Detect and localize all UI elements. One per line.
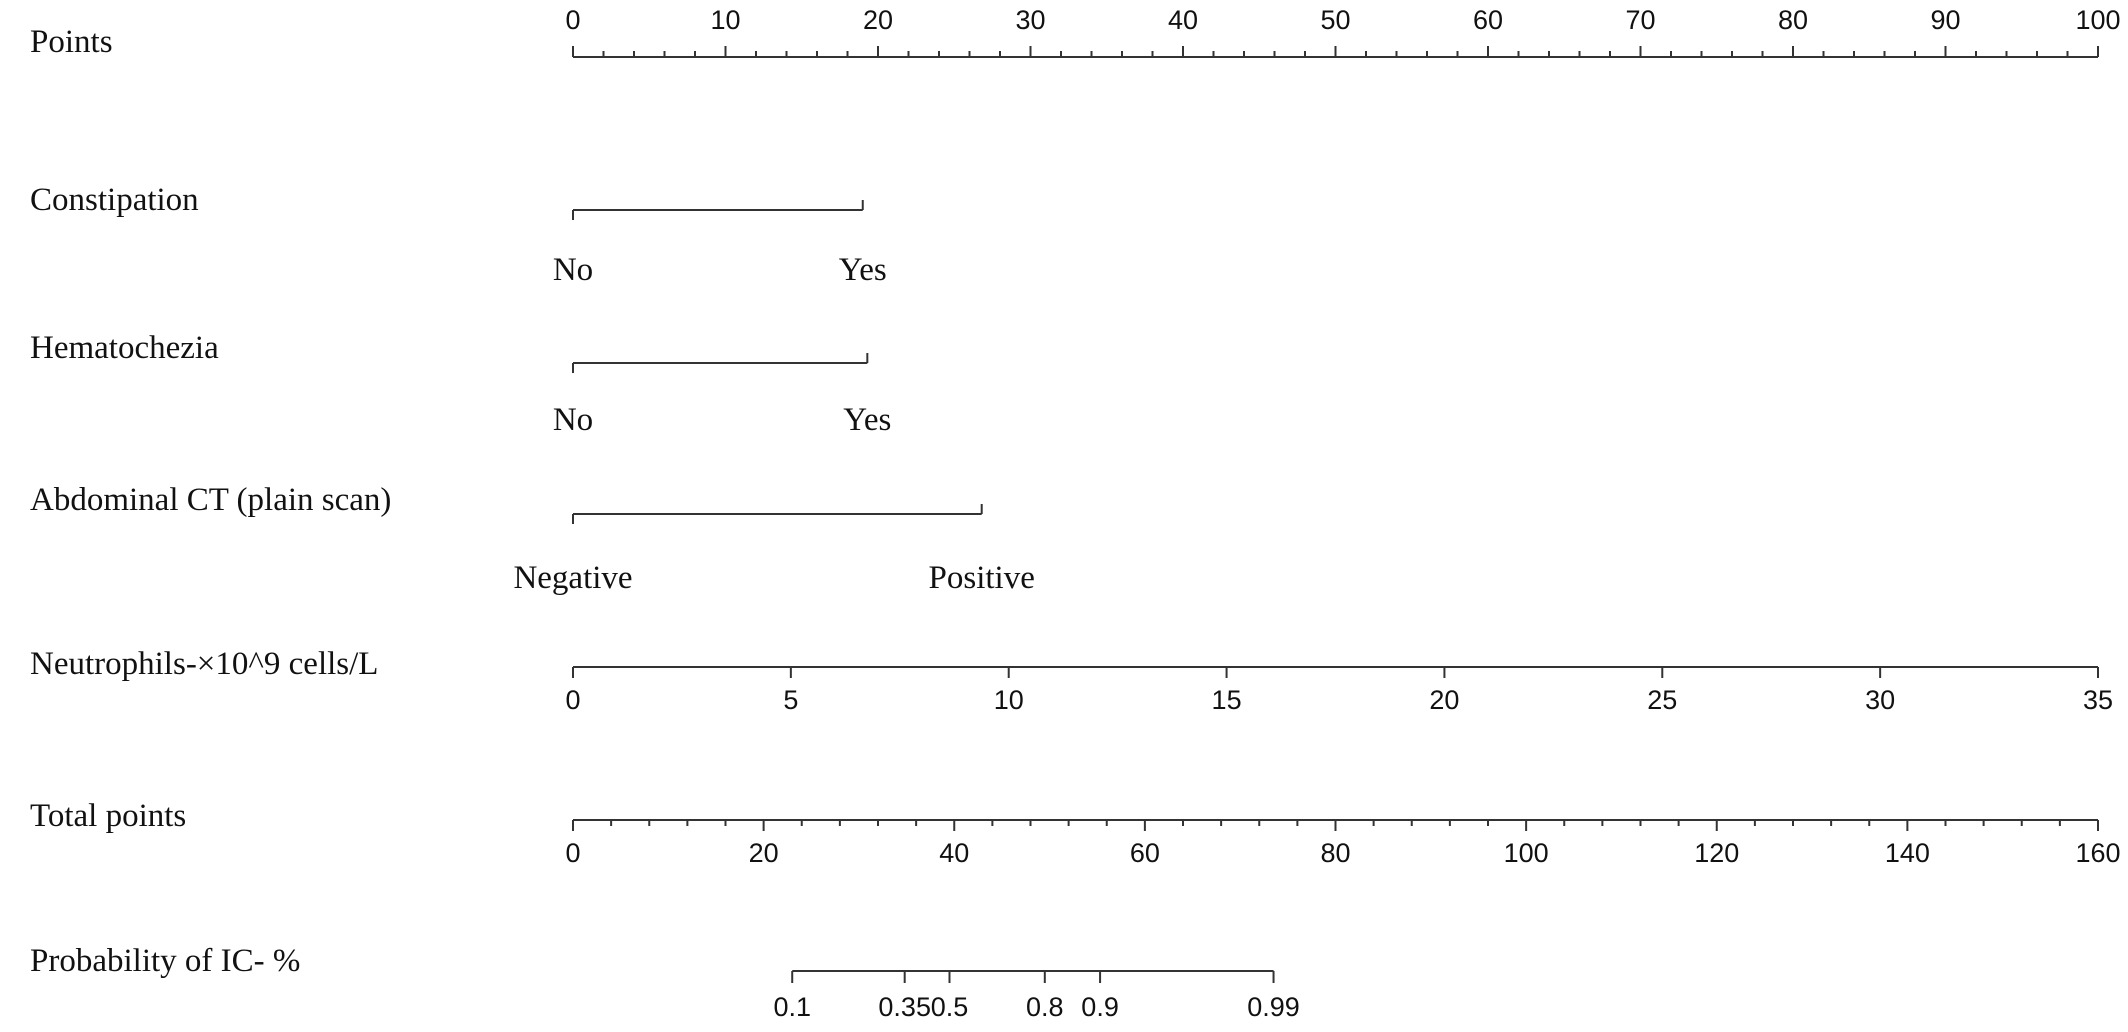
row-points-tick-label: 80 [1778, 5, 1808, 35]
row-total-points-tick-label: 120 [1694, 838, 1739, 868]
row-total-points-tick-label: 60 [1130, 838, 1160, 868]
row-constipation-label: Constipation [30, 182, 199, 218]
row-points-tick-label: 40 [1168, 5, 1198, 35]
row-neutrophils-tick-label: 20 [1429, 685, 1459, 715]
row-probability-tick-label: 0.99 [1247, 992, 1300, 1022]
row-neutrophils-label: Neutrophils-×10^9 cells/L [30, 646, 378, 682]
row-points-tick-label: 70 [1625, 5, 1655, 35]
row-probability-label: Probability of IC- % [30, 943, 300, 979]
row-total-points-tick-label: 80 [1320, 838, 1350, 868]
row-total-points-label: Total points [30, 798, 186, 834]
row-neutrophils-tick-label: 10 [994, 685, 1024, 715]
row-probability-tick-label: 0.1 [773, 992, 811, 1022]
row-probability-tick-label: 0.5 [931, 992, 969, 1022]
row-points-label: Points [30, 24, 113, 60]
row-neutrophils-tick-label: 30 [1865, 685, 1895, 715]
row-points-tick-label: 10 [710, 5, 740, 35]
row-total-points-tick-label: 40 [939, 838, 969, 868]
row-points-tick-label: 0 [565, 5, 580, 35]
row-probability-tick-label: 0.35 [878, 992, 931, 1022]
row-total-points-tick-label: 0 [565, 838, 580, 868]
row-constipation-level-label: Yes [839, 252, 887, 288]
row-points-tick-label: 60 [1473, 5, 1503, 35]
row-total-points-tick-label: 20 [749, 838, 779, 868]
row-total-points-tick-label: 100 [1504, 838, 1549, 868]
row-points-tick-label: 30 [1015, 5, 1045, 35]
row-probability-tick-label: 0.9 [1081, 992, 1119, 1022]
row-probability-tick-label: 0.8 [1026, 992, 1064, 1022]
row-neutrophils-tick-label: 0 [565, 685, 580, 715]
row-hematochezia-level-label: Yes [843, 402, 891, 438]
row-hematochezia-level-label: No [553, 402, 593, 438]
row-points-tick-label: 90 [1930, 5, 1960, 35]
row-abdominal-ct-level-label: Positive [929, 560, 1035, 596]
row-hematochezia-label: Hematochezia [30, 330, 219, 366]
row-abdominal-ct-label: Abdominal CT (plain scan) [30, 482, 391, 518]
row-neutrophils-tick-label: 35 [2083, 685, 2113, 715]
row-neutrophils-tick-label: 5 [783, 685, 798, 715]
row-total-points-tick-label: 140 [1885, 838, 1930, 868]
row-total-points-tick-label: 160 [2075, 838, 2120, 868]
row-points-tick-label: 100 [2075, 5, 2120, 35]
row-points-tick-label: 20 [863, 5, 893, 35]
row-points-tick-label: 50 [1320, 5, 1350, 35]
row-neutrophils-tick-label: 25 [1647, 685, 1677, 715]
row-constipation-level-label: No [553, 252, 593, 288]
row-abdominal-ct-level-label: Negative [513, 560, 632, 596]
row-neutrophils-tick-label: 15 [1212, 685, 1242, 715]
